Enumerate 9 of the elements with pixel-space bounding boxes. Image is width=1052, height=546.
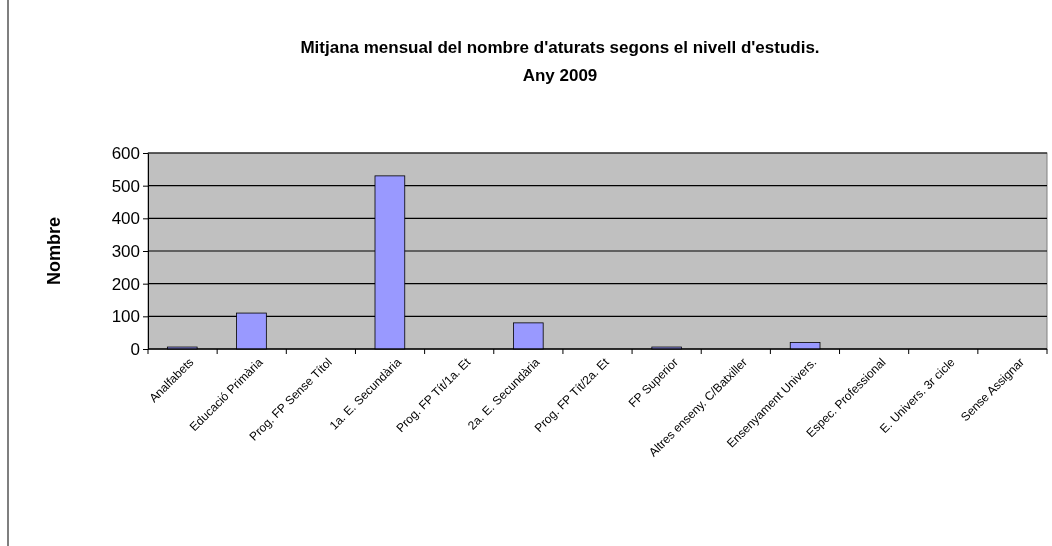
- y-tick-label: 400: [111, 209, 140, 229]
- y-tick-label: 200: [111, 274, 140, 294]
- y-tick-label: 600: [111, 143, 140, 163]
- y-axis-title: Nombre: [44, 216, 64, 286]
- y-tick-label: 500: [111, 176, 140, 196]
- y-tick-label: 300: [111, 241, 140, 261]
- y-tick-label: 100: [111, 307, 140, 327]
- y-tick-label: 0: [130, 339, 140, 359]
- chart-title: Mitjana mensual del nombre d'aturats segons el nivell d'estudis. Any 2009: [300, 38, 820, 85]
